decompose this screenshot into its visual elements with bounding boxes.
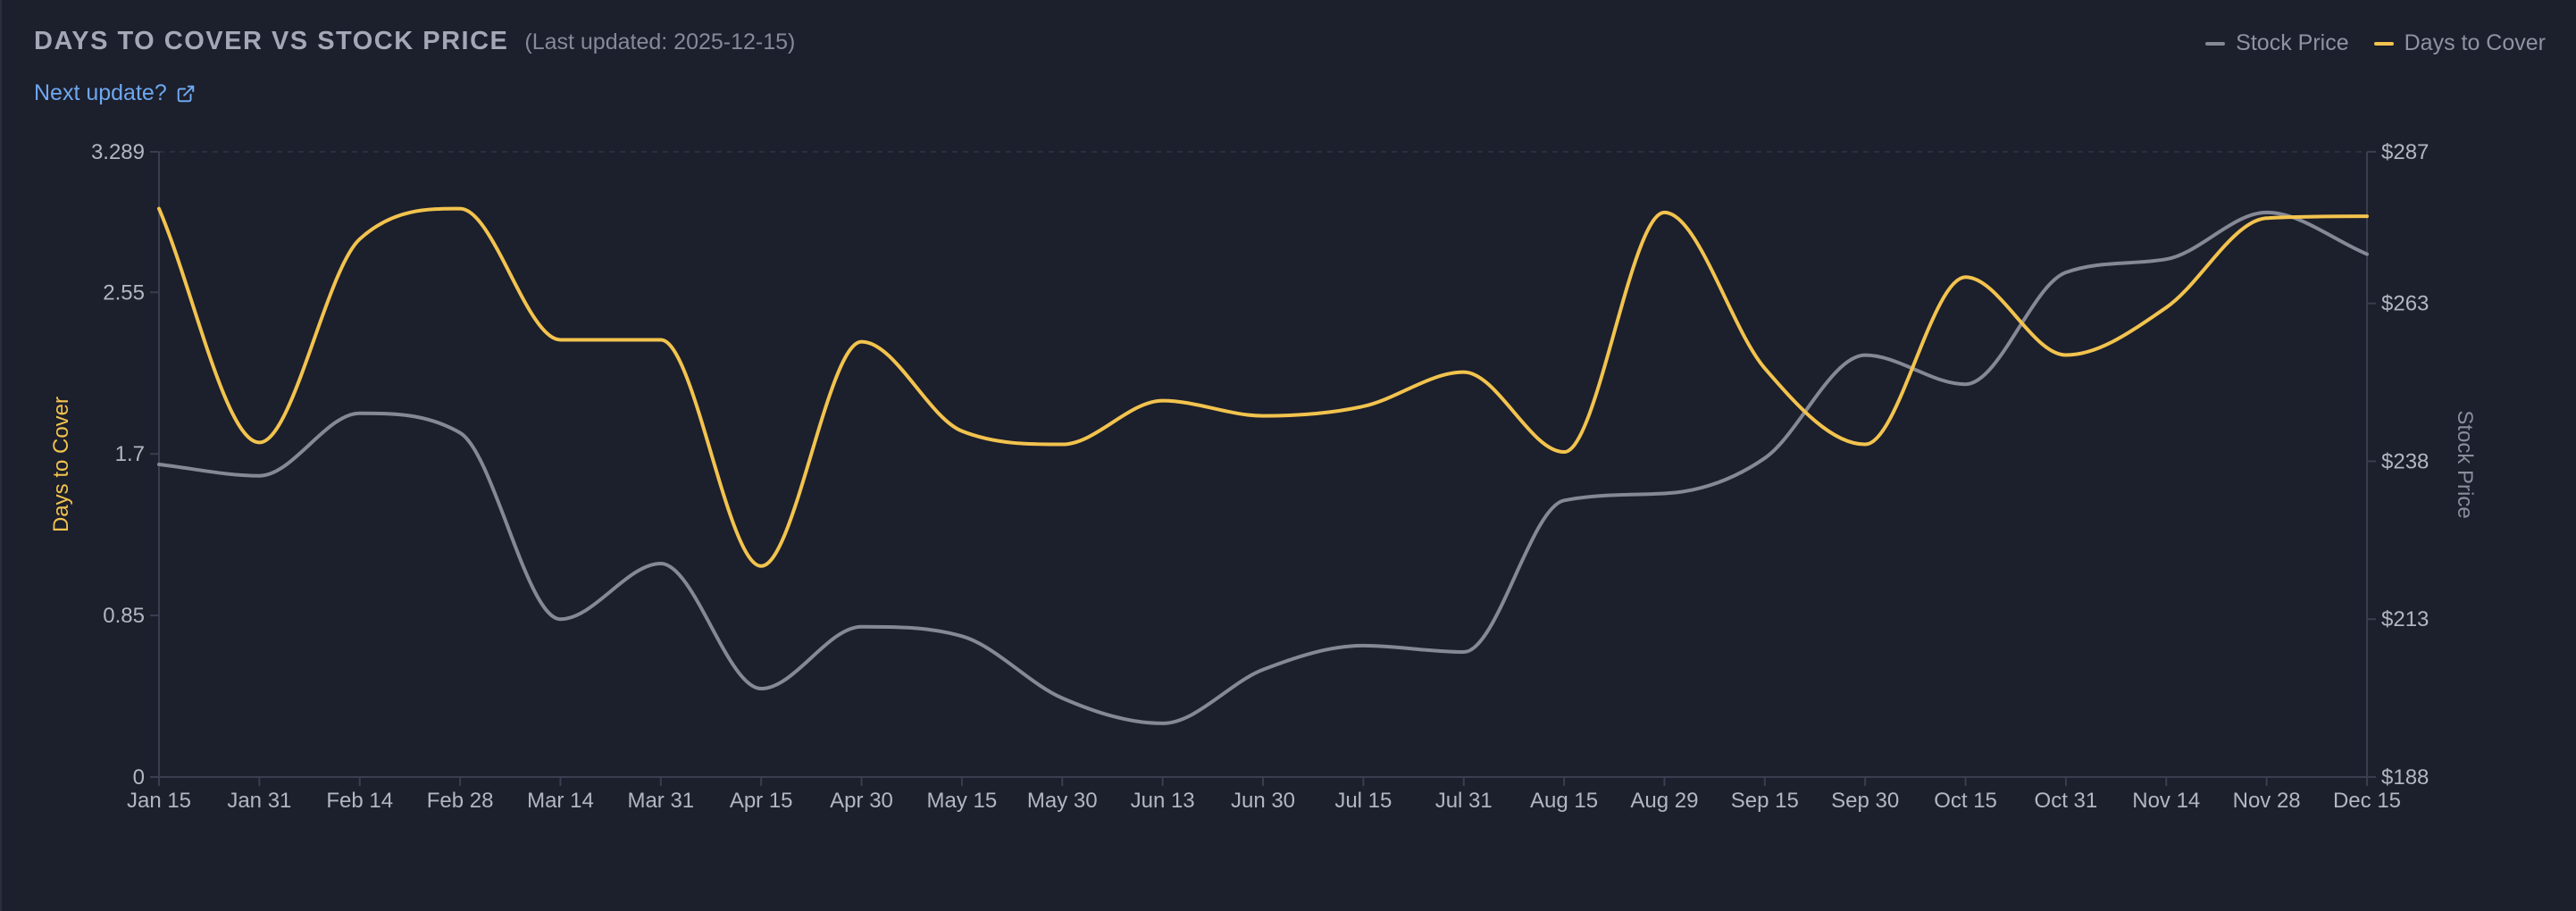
y-left-tick-label: 2.55	[103, 280, 145, 305]
next-update-link[interactable]: Next update?	[34, 80, 196, 106]
x-tick-label: Aug 15	[1530, 789, 1598, 813]
y-left-tick-label: 1.7	[115, 442, 145, 466]
x-tick-label: Apr 30	[830, 789, 893, 813]
x-tick-label: Dec 15	[2333, 789, 2401, 813]
y-right-tick-label: $238	[2381, 449, 2429, 473]
x-tick-label: Feb 14	[326, 789, 393, 813]
legend-item-stock-price[interactable]: Stock Price	[2205, 30, 2349, 56]
legend-label-stock-price: Stock Price	[2236, 30, 2349, 55]
x-tick-label: Oct 31	[2035, 789, 2098, 813]
x-tick-label: Jul 31	[1435, 789, 1493, 813]
chart-legend: Stock Price Days to Cover	[2180, 30, 2546, 56]
x-tick-label: Jan 31	[227, 789, 291, 813]
legend-label-days-to-cover: Days to Cover	[2404, 30, 2546, 55]
external-link-icon	[177, 85, 194, 102]
x-tick-label: Sep 15	[1731, 789, 1799, 813]
y-right-tick-label: $287	[2381, 140, 2429, 164]
x-tick-label: Oct 15	[1934, 789, 1997, 813]
x-tick-label: Jan 15	[127, 789, 191, 813]
next-update-label: Next update?	[34, 80, 167, 105]
legend-item-days-to-cover[interactable]: Days to Cover	[2373, 30, 2546, 56]
x-tick-label: May 15	[927, 789, 998, 813]
x-tick-label: Aug 29	[1630, 789, 1698, 813]
y-left-tick-label: 0.85	[103, 604, 145, 628]
x-tick-label: Jun 30	[1231, 789, 1295, 813]
chart-header: DAYS TO COVER VS STOCK PRICE (Last updat…	[34, 27, 795, 56]
days-to-cover-swatch	[2373, 41, 2394, 46]
x-tick-label: Jun 13	[1131, 789, 1195, 813]
x-tick-label: Feb 28	[427, 789, 494, 813]
y-left-tick-label: 3.289	[91, 140, 145, 164]
x-tick-label: Mar 31	[627, 789, 694, 813]
x-tick-label: Nov 28	[2233, 789, 2301, 813]
x-tick-label: Mar 14	[527, 789, 594, 813]
last-updated-text: (Last updated: 2025-12-15)	[524, 29, 796, 54]
y-axis-right-title: Stock Price	[2453, 410, 2477, 518]
y-right-tick-label: $263	[2381, 292, 2429, 316]
stock-price-swatch	[2205, 41, 2226, 46]
y-left-tick-label: 0	[133, 765, 145, 790]
series-line-stock-price	[157, 210, 2369, 725]
x-tick-label: Jul 15	[1334, 789, 1392, 813]
x-tick-label: Sep 30	[1831, 789, 1899, 813]
series-line-days-to-cover	[157, 206, 2369, 568]
x-tick-label: Apr 15	[730, 789, 793, 813]
y-axis-left-title: Days to Cover	[49, 397, 73, 532]
y-right-tick-label: $213	[2381, 607, 2429, 631]
x-tick-label: May 30	[1027, 789, 1098, 813]
y-right-tick-label: $188	[2381, 765, 2429, 790]
chart-title: DAYS TO COVER VS STOCK PRICE	[34, 27, 509, 55]
x-tick-label: Nov 14	[2132, 789, 2200, 813]
